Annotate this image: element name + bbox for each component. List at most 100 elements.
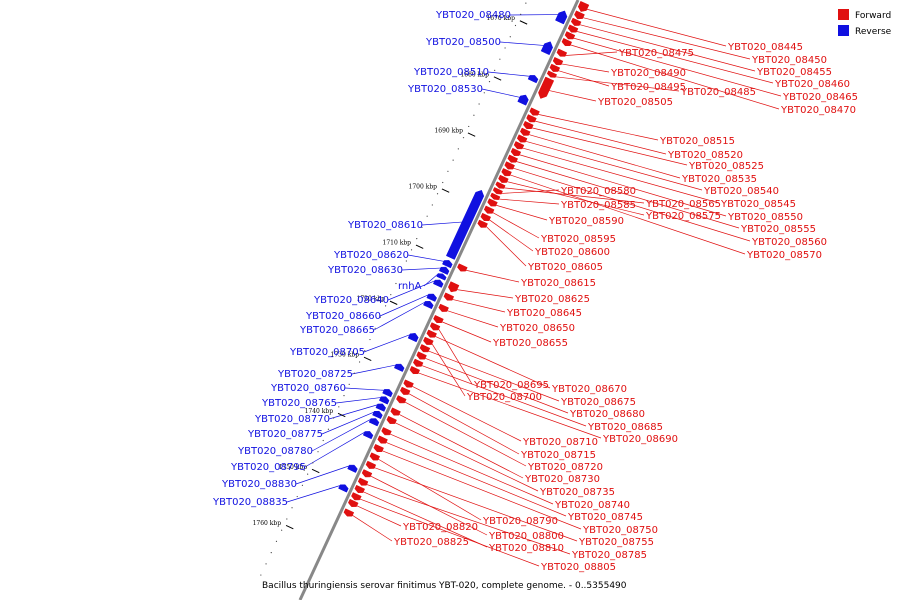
forward-gene[interactable] xyxy=(361,469,373,478)
forward-gene[interactable] xyxy=(523,120,534,130)
forward-gene[interactable] xyxy=(529,107,540,116)
forward-gene[interactable] xyxy=(448,281,460,293)
forward-gene[interactable] xyxy=(348,498,359,507)
forward-gene[interactable] xyxy=(416,351,427,360)
forward-gene[interactable] xyxy=(365,460,377,469)
forward-connector xyxy=(395,422,539,492)
forward-gene[interactable] xyxy=(498,174,509,183)
forward-gene[interactable] xyxy=(510,147,522,156)
forward-gene[interactable] xyxy=(396,395,407,404)
forward-gene-label: YBT020_08540 xyxy=(703,186,779,197)
forward-gene[interactable] xyxy=(549,63,561,72)
reverse-gene[interactable] xyxy=(393,363,405,372)
forward-gene[interactable] xyxy=(546,70,558,78)
forward-gene[interactable] xyxy=(377,435,388,444)
forward-gene-label: YBT020_08455 xyxy=(756,67,832,78)
reverse-gene[interactable] xyxy=(423,301,434,310)
forward-gene[interactable] xyxy=(574,10,585,20)
reverse-gene[interactable] xyxy=(347,464,358,473)
forward-gene[interactable] xyxy=(577,0,590,12)
forward-gene[interactable] xyxy=(552,56,564,66)
reverse-gene[interactable] xyxy=(436,273,447,281)
forward-connector xyxy=(531,127,688,166)
forward-gene[interactable] xyxy=(419,344,431,353)
forward-gene[interactable] xyxy=(373,443,384,453)
reverse-gene[interactable] xyxy=(372,410,383,420)
reverse-gene[interactable] xyxy=(438,266,450,275)
reverse-gene[interactable] xyxy=(426,293,437,302)
forward-connector xyxy=(525,140,703,191)
minor-tick xyxy=(426,215,428,217)
reverse-gene[interactable] xyxy=(368,418,380,427)
forward-gene[interactable] xyxy=(390,407,401,416)
forward-gene[interactable] xyxy=(507,154,519,163)
forward-gene-label: YBT020_08560 xyxy=(751,237,827,248)
forward-gene[interactable] xyxy=(351,492,362,501)
forward-gene[interactable] xyxy=(501,168,512,177)
forward-gene[interactable] xyxy=(429,322,441,331)
forward-gene[interactable] xyxy=(480,212,492,221)
reverse-gene[interactable] xyxy=(527,75,539,84)
reverse-gene-label: YBT020_08795 xyxy=(230,462,306,473)
forward-gene[interactable] xyxy=(490,192,501,200)
reverse-gene[interactable] xyxy=(362,431,374,440)
forward-gene[interactable] xyxy=(495,181,506,189)
minor-tick xyxy=(395,282,397,285)
forward-gene[interactable] xyxy=(513,141,525,150)
forward-gene[interactable] xyxy=(567,24,579,33)
forward-gene-label: YBT020_08545 xyxy=(720,199,796,210)
minor-tick xyxy=(400,271,402,273)
reverse-gene[interactable] xyxy=(382,389,393,398)
forward-gene[interactable] xyxy=(564,31,576,40)
forward-gene[interactable] xyxy=(343,508,355,517)
forward-gene[interactable] xyxy=(477,219,488,228)
forward-gene[interactable] xyxy=(457,263,468,272)
forward-gene[interactable] xyxy=(426,329,437,338)
forward-gene[interactable] xyxy=(369,452,381,461)
forward-gene[interactable] xyxy=(516,134,528,143)
forward-gene[interactable] xyxy=(354,484,366,493)
forward-gene-label: YBT020_08695 xyxy=(473,380,549,391)
tick-mark xyxy=(467,132,476,137)
forward-gene[interactable] xyxy=(561,37,573,47)
reverse-gene[interactable] xyxy=(338,484,349,493)
reverse-gene[interactable] xyxy=(432,279,444,288)
reverse-gene[interactable] xyxy=(378,396,390,405)
reverse-gene[interactable] xyxy=(555,10,568,25)
forward-gene[interactable] xyxy=(433,314,444,324)
forward-gene[interactable] xyxy=(386,415,397,424)
forward-gene[interactable] xyxy=(520,127,531,136)
forward-gene[interactable] xyxy=(438,303,449,312)
forward-gene[interactable] xyxy=(487,198,498,207)
forward-gene[interactable] xyxy=(570,17,582,26)
reverse-gene[interactable] xyxy=(442,260,453,269)
forward-gene[interactable] xyxy=(504,161,515,170)
forward-gene-label: YBT020_08485 xyxy=(680,87,756,98)
reverse-gene[interactable] xyxy=(407,333,419,343)
forward-gene-label: YBT020_08700 xyxy=(466,392,542,403)
forward-gene[interactable] xyxy=(556,48,568,57)
forward-gene[interactable] xyxy=(400,386,411,395)
forward-gene-label: YBT020_08570 xyxy=(746,250,822,261)
forward-gene[interactable] xyxy=(526,114,537,123)
forward-gene-label: YBT020_08650 xyxy=(499,323,575,334)
forward-gene[interactable] xyxy=(357,477,369,486)
forward-gene[interactable] xyxy=(483,205,495,214)
forward-gene[interactable] xyxy=(423,336,434,345)
reverse-gene[interactable] xyxy=(375,403,386,412)
forward-gene[interactable] xyxy=(381,427,392,436)
forward-gene[interactable] xyxy=(403,379,414,388)
forward-gene[interactable] xyxy=(492,187,503,195)
forward-gene[interactable] xyxy=(409,365,421,375)
reverse-gene[interactable] xyxy=(517,94,529,106)
reverse-gene[interactable] xyxy=(540,41,553,56)
forward-gene-label: YBT020_08585 xyxy=(560,200,636,211)
forward-gene[interactable] xyxy=(443,292,455,301)
forward-gene[interactable] xyxy=(413,358,424,367)
forward-gene-label: YBT020_08515 xyxy=(659,136,735,147)
forward-connector xyxy=(386,442,567,517)
reverse-gene[interactable] xyxy=(445,189,485,260)
forward-gene-label: YBT020_08715 xyxy=(520,450,596,461)
forward-gene[interactable] xyxy=(538,76,555,99)
forward-gene-label: YBT020_08450 xyxy=(751,55,827,66)
